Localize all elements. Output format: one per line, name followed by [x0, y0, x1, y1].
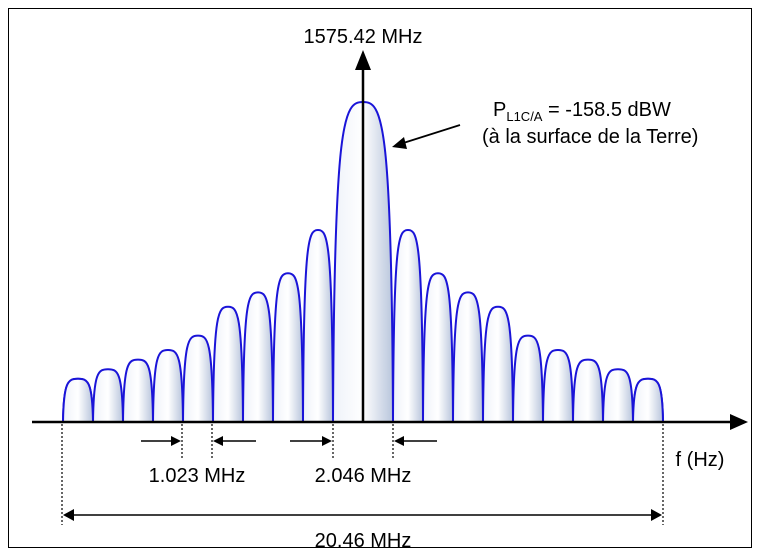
- diagram-frame: [8, 8, 752, 548]
- arrow-main-lobe-right-head: [394, 436, 404, 446]
- power-symbol: P: [493, 99, 506, 121]
- side-lobe-right-5: [511, 334, 545, 423]
- side-lobe-left-8: [91, 368, 125, 423]
- side-lobe-right-6: [541, 348, 575, 423]
- side-lobe-right-3: [451, 291, 485, 423]
- center-frequency-label: 1575.42 MHz: [304, 26, 423, 48]
- side-lobe-left-2: [271, 272, 305, 423]
- total-bandwidth-label: 20.46 MHz: [315, 530, 412, 552]
- side-lobe-right-2: [421, 272, 455, 423]
- side-lobe-left-4: [211, 305, 245, 423]
- side-lobe-width-label: 1.023 MHz: [149, 465, 246, 487]
- power-value: = -158.5 dBW: [542, 99, 671, 121]
- side-lobe-left-6: [151, 348, 185, 423]
- power-pointer-arrow-line: [396, 124, 461, 146]
- side-lobe-left-10: [61, 377, 95, 423]
- arrow-side-lobe-right-head: [213, 436, 223, 446]
- side-lobe-left-5: [181, 334, 215, 423]
- width-arrows: [141, 436, 437, 446]
- spectrum-lobes: [61, 100, 665, 423]
- frequency-axis-label: f (Hz): [676, 449, 725, 471]
- side-lobe-right-8: [601, 368, 635, 423]
- side-lobe-right-10: [631, 377, 665, 423]
- side-lobe-right-4: [481, 305, 515, 423]
- power-label: PL1C/A = -158.5 dBW: [493, 99, 671, 124]
- arrow-main-lobe-left-head: [322, 436, 332, 446]
- arrow-side-lobe-left-head: [171, 436, 181, 446]
- power-subscript: L1C/A: [506, 109, 542, 124]
- center-axis-arrowhead: [355, 50, 371, 70]
- total-bandwidth-arrowhead-left: [63, 509, 74, 521]
- side-lobe-right-7: [571, 358, 605, 423]
- side-lobe-right-1: [391, 228, 425, 423]
- power-pointer-arrowhead: [392, 137, 407, 149]
- frequency-axis-arrowhead: [730, 414, 748, 430]
- total-bandwidth-arrowhead-right: [651, 509, 662, 521]
- dimension-guides: [61, 424, 664, 525]
- side-lobe-left-1: [301, 228, 335, 423]
- side-lobe-left-7: [121, 358, 155, 423]
- main-lobe-width-label: 2.046 MHz: [315, 465, 412, 487]
- power-note: (à la surface de la Terre): [482, 126, 698, 148]
- side-lobe-left-3: [241, 291, 275, 423]
